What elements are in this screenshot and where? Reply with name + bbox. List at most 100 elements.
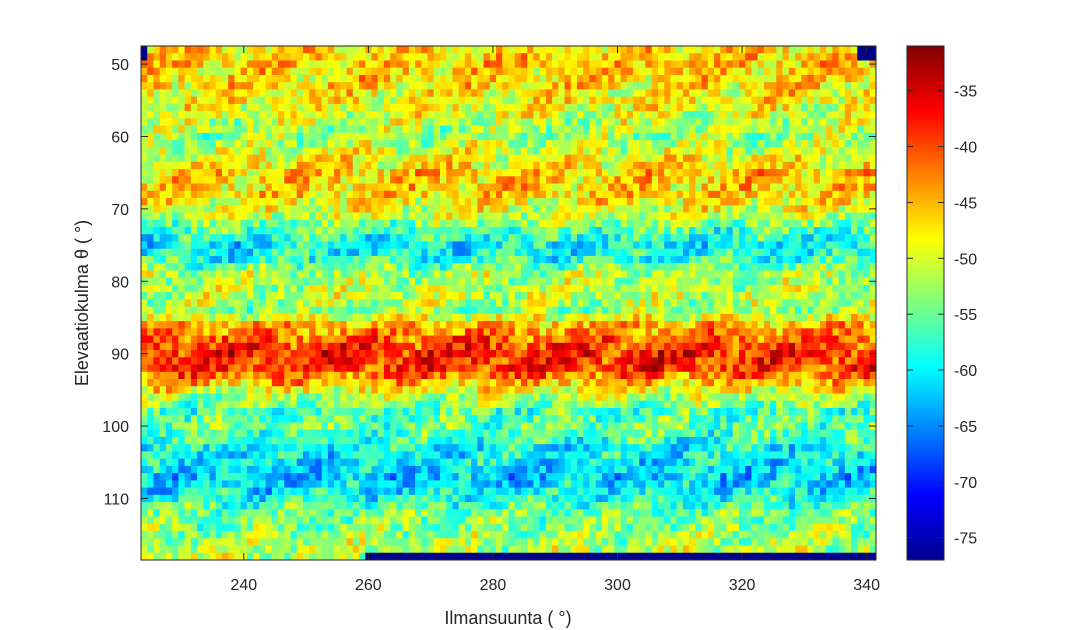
heatmap-cell	[471, 89, 478, 98]
heatmap-cell	[153, 46, 161, 54]
heatmap-cell	[153, 306, 161, 315]
heatmap-cell	[807, 248, 815, 257]
heatmap-cell	[657, 147, 665, 155]
heatmap-cell	[327, 103, 335, 112]
heatmap-cell	[601, 96, 609, 105]
heatmap-cell	[720, 67, 727, 76]
heatmap-cell	[558, 335, 565, 344]
heatmap-cell	[159, 241, 167, 250]
heatmap-cell	[795, 255, 802, 264]
heatmap-cell	[514, 147, 522, 155]
heatmap-cell	[178, 67, 185, 76]
heatmap-cell	[620, 96, 628, 105]
heatmap-cell	[296, 328, 304, 336]
heatmap-cell	[570, 205, 578, 213]
heatmap-cell	[433, 53, 441, 61]
heatmap-cell	[819, 234, 827, 242]
heatmap-cell	[190, 219, 198, 228]
heatmap-cell	[738, 125, 746, 134]
heatmap-cell	[620, 306, 628, 315]
heatmap-cell	[738, 96, 746, 105]
heatmap-cell	[726, 96, 734, 105]
heatmap-cell	[147, 248, 154, 257]
heatmap-cell	[309, 176, 316, 184]
heatmap-cell	[869, 292, 877, 300]
heatmap-cell	[234, 161, 242, 170]
heatmap-cell	[141, 111, 148, 119]
heatmap-cell	[520, 82, 528, 90]
heatmap-cell	[315, 350, 323, 358]
heatmap-cell	[838, 321, 846, 329]
heatmap-cell	[240, 132, 248, 141]
heatmap-cell	[533, 198, 541, 206]
heatmap-cell	[178, 299, 185, 308]
heatmap-cell	[801, 313, 808, 322]
heatmap-cell	[776, 342, 783, 351]
heatmap-cell	[464, 234, 472, 242]
heatmap-cell	[844, 198, 852, 206]
heatmap-cell	[141, 125, 148, 134]
heatmap-cell	[240, 125, 248, 134]
heatmap-cell	[608, 183, 615, 192]
heatmap-cell	[838, 147, 846, 155]
heatmap-cell	[259, 234, 266, 242]
heatmap-cell	[271, 176, 279, 184]
heatmap-cell	[471, 234, 478, 242]
heatmap-cell	[496, 46, 503, 54]
heatmap-cell	[577, 89, 584, 98]
heatmap-cell	[608, 67, 615, 76]
heatmap-cell	[209, 161, 217, 170]
heatmap-cell	[221, 161, 229, 170]
heatmap-cell	[838, 241, 846, 250]
heatmap-cell	[278, 183, 285, 192]
heatmap-cell	[477, 169, 484, 177]
heatmap-cell	[334, 103, 341, 112]
heatmap-cell	[240, 53, 248, 61]
heatmap-cell	[682, 74, 690, 83]
heatmap-cell	[309, 111, 316, 119]
heatmap-cell	[452, 306, 460, 315]
heatmap-cell	[477, 147, 484, 155]
heatmap-cell	[197, 328, 204, 336]
heatmap-cell	[203, 82, 210, 90]
heatmap-cell	[221, 248, 229, 257]
heatmap-cell	[147, 226, 154, 235]
heatmap-cell	[421, 60, 428, 69]
heatmap-cell	[147, 111, 154, 119]
heatmap-cell	[240, 190, 248, 199]
heatmap-cell	[439, 335, 447, 344]
heatmap-cell	[178, 60, 185, 69]
heatmap-cell	[371, 96, 379, 105]
heatmap-cell	[147, 125, 154, 134]
heatmap-cell	[651, 74, 659, 83]
heatmap-cell	[620, 212, 628, 221]
heatmap-cell	[645, 212, 653, 221]
heatmap-cell	[259, 140, 266, 148]
heatmap-cell	[365, 284, 372, 293]
heatmap-cell	[477, 292, 484, 300]
heatmap-cell	[458, 118, 466, 127]
heatmap-cell	[390, 103, 397, 112]
heatmap-cell	[657, 328, 665, 336]
heatmap-cell	[819, 161, 827, 170]
heatmap-cell	[190, 154, 198, 163]
heatmap-cell	[452, 270, 460, 279]
heatmap-cell	[464, 74, 472, 83]
heatmap-cell	[620, 82, 628, 90]
heatmap-cell	[141, 234, 148, 242]
heatmap-cell	[240, 248, 248, 257]
heatmap-cell	[271, 335, 279, 344]
heatmap-cell	[209, 190, 217, 199]
heatmap-cell	[763, 205, 771, 213]
heatmap-cell	[477, 284, 484, 293]
heatmap-cell	[278, 53, 285, 61]
heatmap-cell	[334, 205, 341, 213]
heatmap-cell	[664, 270, 671, 279]
heatmap-cell	[707, 328, 715, 336]
heatmap-cell	[577, 270, 584, 279]
heatmap-cell	[221, 96, 229, 105]
heatmap-cell	[539, 328, 547, 336]
heatmap-cell	[352, 67, 360, 76]
heatmap-cell	[359, 183, 366, 192]
heatmap-cell	[633, 234, 640, 242]
